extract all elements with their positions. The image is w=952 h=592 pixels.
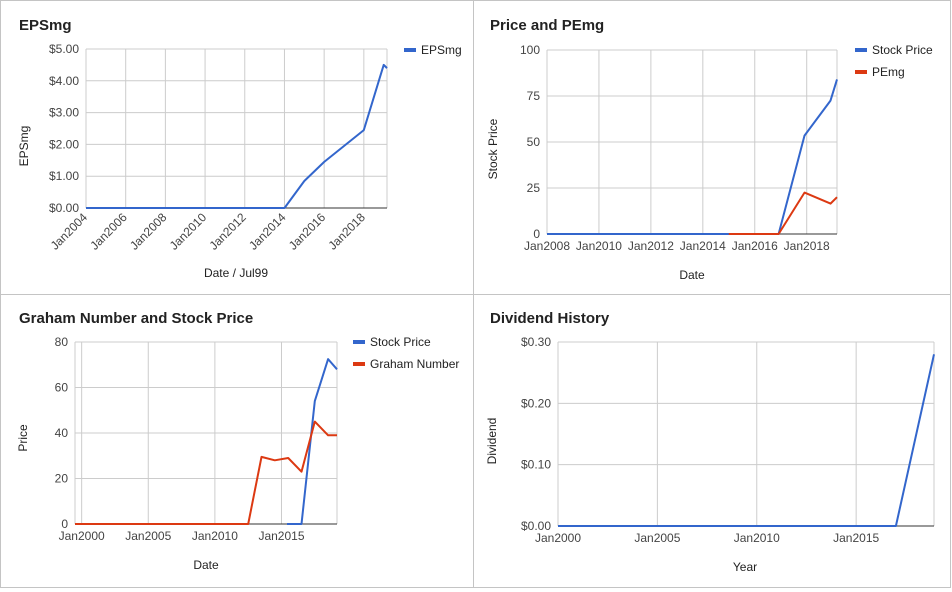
x-tick-label: Jan2018 [326, 210, 369, 253]
y-axis-label: Dividend [485, 418, 499, 465]
x-tick-label: Jan2010 [576, 239, 622, 253]
x-tick-label: Jan2016 [732, 239, 778, 253]
y-tick-label: 0 [61, 517, 68, 531]
price-pe-chart: Price and PEmg 0 25 50 75 100 Jan2008 Jan2010 Ja… [486, 17, 933, 282]
y-tick-label: 20 [55, 472, 69, 486]
x-tick-label: Jan2005 [125, 529, 171, 543]
x-tick-label: Jan2004 [48, 210, 91, 253]
x-axis-label: Year [733, 560, 757, 574]
y-tick-label: $1.00 [49, 169, 79, 183]
series-line-stock-price [287, 358, 338, 525]
y-tick-label: $0.00 [49, 201, 79, 215]
y-tick-label: 25 [527, 181, 541, 195]
y-tick-label: $0.30 [521, 335, 551, 349]
eps-chart: EPSmg $0.00 $1.00 $2.00 $3.00 $4.00 $5.00 Jan20… [17, 17, 462, 280]
dividend-chart-panel: Dividend History $0.00 $0.10 $0.20 $0.30 Jan2… [473, 294, 951, 588]
y-tick-label: $0.10 [521, 458, 551, 472]
y-tick-label: $2.00 [49, 137, 79, 151]
graham-chart: Graham Number and Stock Price 0 20 40 60 80 Ja… [16, 310, 459, 572]
series-line-graham-number [75, 420, 337, 525]
chart-title: Dividend History [490, 310, 610, 327]
dividend-chart: Dividend History $0.00 $0.10 $0.20 $0.30 Jan2… [485, 310, 935, 574]
legend-label: PEmg [872, 65, 905, 79]
graham-chart-panel: Graham Number and Stock Price 0 20 40 60 80 Ja… [0, 294, 474, 588]
series-line-stock-price [547, 79, 838, 235]
y-axis-label: Price [16, 424, 30, 452]
y-tick-label: $0.20 [521, 396, 551, 410]
legend-label: Stock Price [872, 43, 933, 57]
x-tick-label: Jan2012 [628, 239, 674, 253]
series-line-0 [558, 354, 935, 527]
x-tick-label: Jan2012 [206, 210, 249, 253]
chart-title: Price and PEmg [490, 17, 604, 34]
x-tick-label: Jan2014 [246, 210, 289, 253]
y-axis-label: Stock Price [486, 118, 500, 179]
y-tick-label: $4.00 [49, 74, 79, 88]
series-line-pemg [728, 191, 838, 235]
legend-label: Graham Number [370, 357, 459, 371]
y-tick-label: 0 [533, 227, 540, 241]
x-tick-label: Jan2015 [833, 531, 879, 545]
y-tick-label: 80 [55, 335, 69, 349]
y-tick-label: $5.00 [49, 42, 79, 56]
x-tick-label: Jan2005 [634, 531, 680, 545]
x-tick-label: Jan2015 [258, 529, 304, 543]
legend-swatch [404, 48, 416, 52]
chart-title: Graham Number and Stock Price [19, 310, 253, 327]
x-tick-label: Jan2010 [167, 210, 210, 253]
x-tick-label: Jan2000 [59, 529, 105, 543]
legend-swatch [855, 70, 867, 74]
x-tick-label: Jan2000 [535, 531, 581, 545]
price-pe-chart-panel: Price and PEmg 0 25 50 75 100 Jan2008 Jan2010 Ja… [473, 0, 951, 295]
y-tick-label: $3.00 [49, 106, 79, 120]
legend-label: Stock Price [370, 335, 431, 349]
x-tick-label: Jan2008 [524, 239, 570, 253]
x-tick-label: Jan2006 [87, 210, 130, 253]
x-tick-label: Jan2010 [192, 529, 238, 543]
x-tick-label: Jan2010 [734, 531, 780, 545]
legend-swatch [353, 340, 365, 344]
legend-swatch [353, 362, 365, 366]
x-axis-label: Date [679, 268, 705, 282]
y-tick-label: 40 [55, 426, 69, 440]
chart-title: EPSmg [19, 17, 72, 34]
y-tick-label: 60 [55, 381, 69, 395]
y-tick-label: 75 [527, 89, 541, 103]
x-tick-label: Jan2018 [784, 239, 830, 253]
x-tick-label: Jan2008 [127, 210, 170, 253]
y-tick-label: $0.00 [521, 519, 551, 533]
y-tick-label: 50 [527, 135, 541, 149]
y-tick-label: 100 [520, 43, 540, 57]
x-axis-label: Date [193, 558, 219, 572]
legend-swatch [855, 48, 867, 52]
y-axis-label: EPSmg [17, 126, 31, 167]
x-tick-label: Jan2016 [286, 210, 329, 253]
legend-label: EPSmg [421, 43, 462, 57]
series-line-epsmg [86, 63, 388, 209]
x-tick-label: Jan2014 [680, 239, 726, 253]
x-axis-label: Date / Jul99 [204, 266, 268, 280]
eps-chart-panel: EPSmg $0.00 $1.00 $2.00 $3.00 $4.00 $5.00 Jan20… [0, 0, 474, 295]
